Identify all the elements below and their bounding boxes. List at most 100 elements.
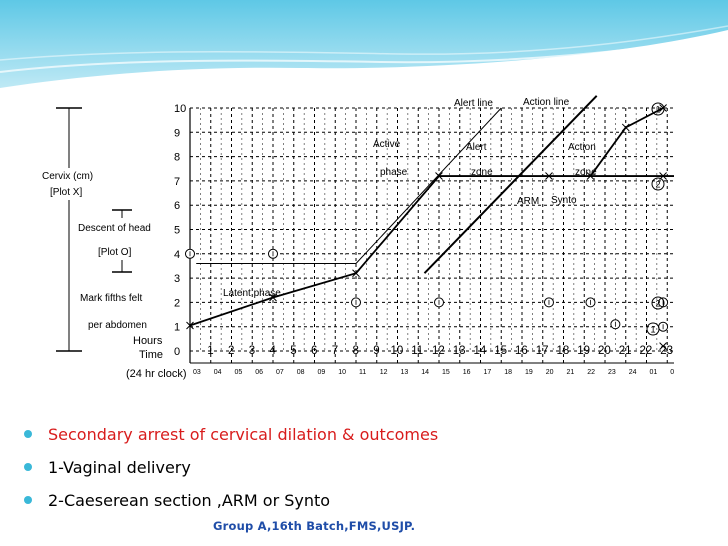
hour-tick-label: 22 bbox=[640, 345, 653, 357]
clock-tick-label: 23 bbox=[608, 369, 616, 376]
cervix-x-marker bbox=[269, 293, 277, 302]
outcome-marker-2-top bbox=[651, 177, 665, 191]
y-tick-label: 3 bbox=[174, 273, 180, 285]
y-tick-label: 0 bbox=[174, 346, 180, 358]
clock-tick-label: 02 bbox=[670, 369, 674, 376]
clock-tick-label: 06 bbox=[255, 369, 263, 376]
cervix-x-marker bbox=[435, 172, 443, 180]
cervix-label-line1: Cervix (cm) bbox=[42, 171, 93, 182]
y-tick-label: 1 bbox=[174, 322, 180, 334]
y-tick-label: 7 bbox=[174, 176, 180, 188]
action-line bbox=[423, 95, 598, 274]
clock-tick-label: 04 bbox=[214, 369, 222, 376]
cervix-label-bg bbox=[40, 168, 98, 200]
time-label-line1: Time bbox=[139, 349, 163, 361]
cervix-dilation-line bbox=[189, 107, 664, 327]
bullet-text: 1-Vaginal delivery bbox=[48, 458, 191, 477]
active-phase-label-line2: phase bbox=[380, 167, 408, 178]
partograph-svg: Cervix (cm) [Plot X] Descent of head [Pl… bbox=[40, 95, 674, 380]
bullet-text: 2-Caeserean section ,ARM or Synto bbox=[48, 491, 331, 510]
outcome-marker-1-top-text: 1 bbox=[656, 105, 661, 115]
clock-tick-label: 24 bbox=[629, 369, 637, 376]
outcome-marker-2-bottom bbox=[651, 296, 665, 310]
outcome-marker-1-bottom-text: 1 bbox=[651, 325, 656, 335]
hour-tick-label: 9 bbox=[373, 345, 379, 357]
cervix-x-marker bbox=[659, 104, 667, 112]
hour-tick-label: 16 bbox=[515, 345, 528, 357]
hour-tick-label: 8 bbox=[353, 345, 359, 357]
y-tick-label: 2 bbox=[174, 297, 180, 309]
clock-tick-label: 09 bbox=[318, 369, 326, 376]
alert-line bbox=[196, 107, 502, 265]
fifths-label-line2: per abdomen bbox=[88, 320, 147, 331]
synto-label: Synto bbox=[551, 195, 577, 206]
hour-tick-label: 19 bbox=[577, 345, 590, 357]
y-tick-label: 4 bbox=[174, 249, 180, 261]
cervix-label-line2: [Plot X] bbox=[50, 187, 82, 198]
hour-tick-label: 17 bbox=[536, 345, 549, 357]
clock-tick-label: 10 bbox=[338, 369, 346, 376]
y-tick-label: 5 bbox=[174, 225, 180, 237]
clock-tick-label: 12 bbox=[380, 369, 388, 376]
hour-tick-label: 10 bbox=[391, 345, 404, 357]
bullet-list: Secondary arrest of cervical dilation & … bbox=[22, 418, 712, 517]
hour-tick-label: 7 bbox=[332, 345, 338, 357]
cervix-x-marker bbox=[186, 321, 194, 330]
hour-tick-label: 14 bbox=[474, 345, 487, 357]
outcome-marker-1-bottom bbox=[646, 322, 660, 336]
header-wave-decoration bbox=[0, 0, 728, 88]
y-tick-label: 9 bbox=[174, 127, 180, 139]
bullet-dot-icon bbox=[24, 430, 32, 438]
alert-zone-label-line2: zone bbox=[471, 167, 493, 178]
arm-label: ARM bbox=[517, 196, 539, 207]
hour-tick-label: 11 bbox=[411, 345, 423, 357]
outcome-marker-2-bottom-text: 2 bbox=[656, 299, 661, 309]
hour-tick-label: 15 bbox=[494, 345, 507, 357]
hours-label: Hours bbox=[133, 335, 163, 347]
hour-tick-label: 18 bbox=[557, 345, 570, 357]
partograph-chart: Cervix (cm) [Plot X] Descent of head [Pl… bbox=[36, 86, 674, 381]
hour-tick-label: 5 bbox=[290, 345, 296, 357]
descent-label-bg bbox=[77, 218, 157, 260]
hour-tick-label: 23 bbox=[660, 345, 673, 357]
clock-tick-label: 05 bbox=[235, 369, 243, 376]
bullet-dot-icon bbox=[24, 463, 32, 471]
hour-tick-label: 1 bbox=[207, 345, 213, 357]
clock-tick-label: 20 bbox=[546, 369, 554, 376]
cervix-x-marker bbox=[621, 123, 630, 132]
y-tick-label: 8 bbox=[174, 152, 180, 164]
outcome-marker-1-top bbox=[651, 102, 665, 116]
clock-tick-label: 03 bbox=[193, 369, 201, 376]
action-zone-label-line2: zone bbox=[575, 167, 597, 178]
footer-credit: Group A,16th Batch,FMS,USJP. bbox=[213, 519, 416, 533]
hour-tick-label: 21 bbox=[619, 345, 632, 357]
hour-tick-label: 2 bbox=[228, 345, 234, 357]
hour-tick-label: 13 bbox=[453, 345, 466, 357]
clock-tick-label: 18 bbox=[504, 369, 512, 376]
latent-phase-label: Latent phase bbox=[223, 288, 281, 299]
cervix-x-marker bbox=[352, 269, 360, 278]
clock-tick-label: 19 bbox=[525, 369, 533, 376]
active-phase-label-line1: Active bbox=[373, 139, 401, 150]
clock-tick-label: 17 bbox=[484, 369, 492, 376]
descent-label-line2: [Plot O] bbox=[98, 247, 132, 258]
bullet-item-arrest: Secondary arrest of cervical dilation & … bbox=[22, 418, 712, 451]
bullet-dot-icon bbox=[24, 496, 32, 504]
clock-tick-label: 07 bbox=[276, 369, 284, 376]
clock-tick-label: 01 bbox=[650, 369, 658, 376]
action-zone-label-line1: Action bbox=[568, 142, 596, 153]
cervix-x-marker bbox=[586, 172, 595, 180]
clock-tick-label: 22 bbox=[587, 369, 595, 376]
fifths-label-line1: Mark fifths felt bbox=[80, 293, 142, 304]
bullet-item-caesarean: 2-Caeserean section ,ARM or Synto bbox=[22, 484, 712, 517]
alert-zone-label-line1: Alert bbox=[466, 142, 487, 153]
bullet-item-vaginal-delivery: 1-Vaginal delivery bbox=[22, 451, 712, 484]
hour-tick-label: 6 bbox=[311, 345, 317, 357]
hour-tick-label: 20 bbox=[598, 345, 611, 357]
hour-tick-label: 4 bbox=[270, 345, 277, 357]
y-tick-label: 10 bbox=[174, 103, 186, 115]
cervix-x-marker bbox=[659, 342, 667, 350]
clock-tick-label: 15 bbox=[442, 369, 450, 376]
clock-tick-label: 14 bbox=[421, 369, 429, 376]
action-line-label: Action line bbox=[523, 97, 570, 108]
